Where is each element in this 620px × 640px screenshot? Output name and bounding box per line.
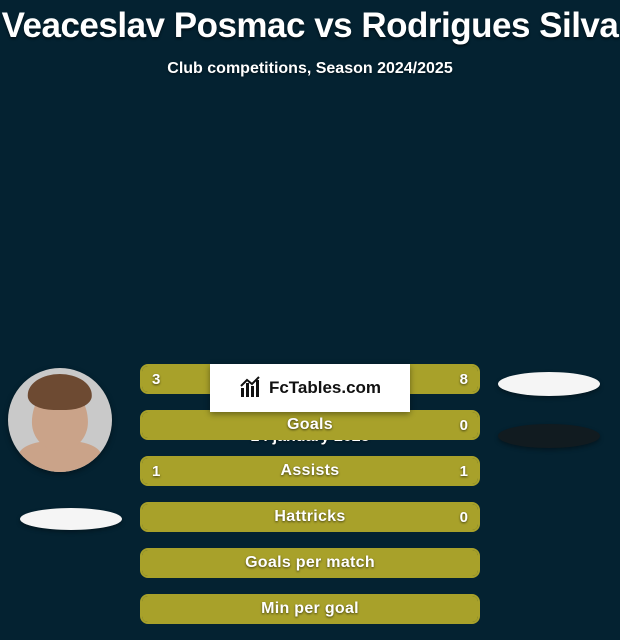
stat-row: Assists1 1 [140, 456, 480, 486]
page-subtitle: Club competitions, Season 2024/2025 [0, 60, 620, 78]
stat-value-right: 0 [450, 504, 478, 530]
stat-value-right: 0 [450, 412, 478, 438]
stat-label: Assists [142, 458, 478, 484]
page-title: Veaceslav Posmac vs Rodrigues Silva [0, 0, 620, 46]
source-badge: FcTables.com [210, 364, 410, 412]
stat-value-left: 3 [142, 366, 170, 392]
comparison-stage: Matches38Goals0Assists11Hattricks0Goals … [0, 364, 620, 446]
stat-row: Hattricks0 [140, 502, 480, 532]
source-badge-text: FcTables.com [269, 378, 381, 398]
player-right-name-plate [498, 424, 600, 448]
chart-icon [239, 376, 263, 400]
player-right-avatar-placeholder [498, 372, 600, 396]
player-left-avatar [8, 368, 112, 472]
player-left-name-plate [20, 508, 122, 530]
stat-row: Min per goal [140, 594, 480, 624]
stat-label: Goals [142, 412, 478, 438]
stat-value-left: 1 [142, 458, 170, 484]
stat-value-right: 8 [450, 366, 478, 392]
stat-label: Hattricks [142, 504, 478, 530]
stat-value-right: 1 [450, 458, 478, 484]
stat-row: Goals0 [140, 410, 480, 440]
stat-row: Goals per match [140, 548, 480, 578]
stat-label: Goals per match [142, 550, 478, 576]
stat-label: Min per goal [142, 596, 478, 622]
